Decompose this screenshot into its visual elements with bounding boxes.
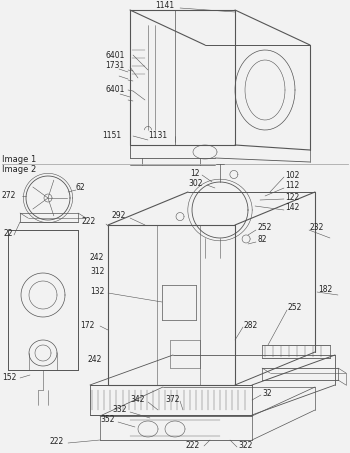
Text: 222: 222 [82,217,96,226]
Text: 372: 372 [165,395,180,404]
Text: 62: 62 [76,183,86,193]
Text: 302: 302 [188,178,203,188]
Text: 292: 292 [112,212,126,221]
Text: 142: 142 [285,203,299,212]
Text: 32: 32 [262,389,272,397]
Text: 242: 242 [88,356,102,365]
Text: 132: 132 [90,288,104,297]
Text: 1151: 1151 [102,130,121,140]
Text: 352: 352 [100,415,114,424]
Text: 112: 112 [285,182,299,191]
Text: 172: 172 [80,321,95,329]
Text: Image 2: Image 2 [2,165,36,174]
Text: 1731: 1731 [105,61,124,69]
Text: 182: 182 [318,285,332,294]
Text: 312: 312 [90,268,104,276]
Text: 322: 322 [238,440,252,449]
Text: Image 1: Image 1 [2,154,36,164]
Text: 6401: 6401 [105,86,124,95]
Text: 6401: 6401 [105,50,124,59]
Text: 332: 332 [112,405,126,414]
Text: 252: 252 [257,223,271,232]
Text: 272: 272 [2,192,16,201]
Text: 152: 152 [2,374,16,382]
Text: 232: 232 [310,223,324,232]
Text: 282: 282 [244,321,258,329]
Text: 12: 12 [190,169,199,178]
Text: 222: 222 [186,440,200,449]
Text: 242: 242 [90,254,104,262]
Text: 342: 342 [130,395,145,405]
Text: 122: 122 [285,193,299,202]
Text: 22: 22 [3,230,13,238]
Text: 252: 252 [288,304,302,313]
Text: 222: 222 [50,438,64,447]
Text: 82: 82 [257,236,266,245]
Text: 102: 102 [285,170,299,179]
Text: 1141: 1141 [155,1,174,10]
Text: 1131: 1131 [148,130,167,140]
